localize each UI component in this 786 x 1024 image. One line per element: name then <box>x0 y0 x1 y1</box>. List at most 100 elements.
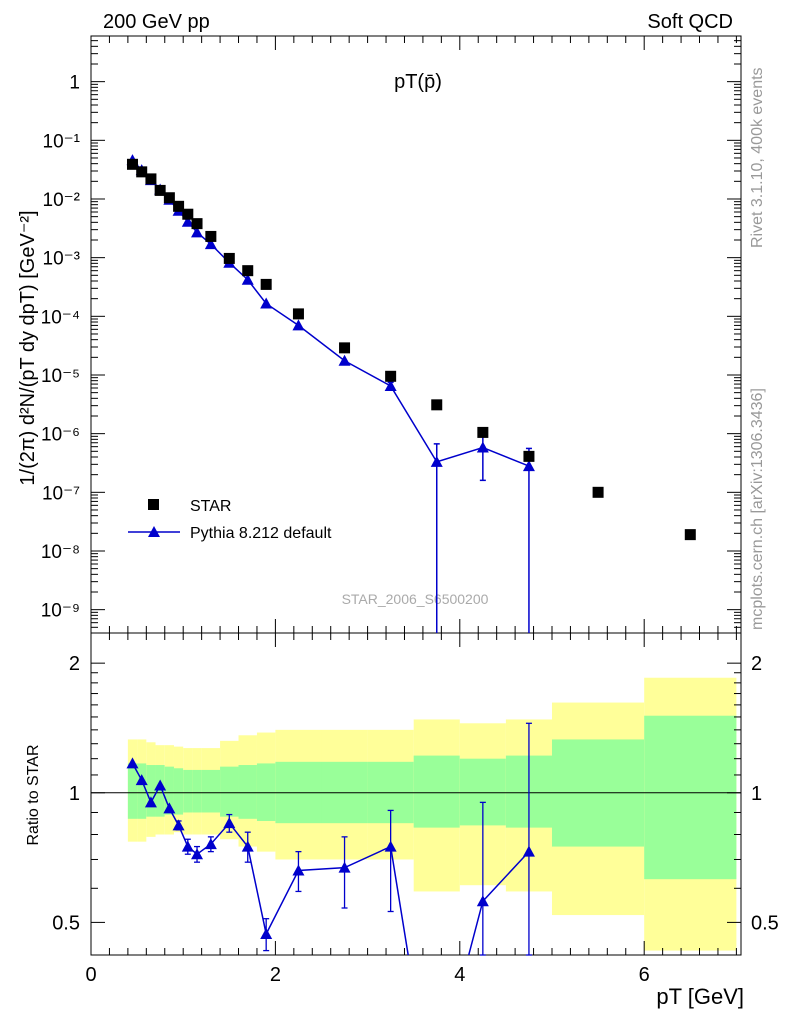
x-tick-label: 6 <box>639 964 650 986</box>
x-tick-label: 0 <box>85 964 96 986</box>
star-marker <box>592 486 604 498</box>
ratio-uncertainty-bands <box>127 677 737 951</box>
ratio-mc-marker <box>154 779 167 791</box>
y-axis-label-ratio: Ratio to STAR <box>25 744 42 845</box>
star-marker <box>684 529 696 541</box>
star-marker <box>523 450 535 462</box>
analysis-watermark: STAR_2006_S6500200 <box>342 591 489 607</box>
y-tick-label: 10⁻⁹ <box>41 601 80 622</box>
y-tick-label: 1 <box>69 73 80 94</box>
mc-marker <box>292 319 305 331</box>
legend-marker-star <box>148 499 159 510</box>
ratio-y-tick-label: 1 <box>69 783 80 805</box>
ratio-mc-marker <box>384 840 397 852</box>
ratio-mc-marker <box>144 796 157 808</box>
main-frame-rect <box>90 35 742 634</box>
band-inner-bin <box>183 769 193 813</box>
star-marker <box>136 166 148 178</box>
ratio-y-tick-label: 0.5 <box>52 912 80 934</box>
band-inner-bin <box>644 715 737 880</box>
star-marker <box>173 200 185 212</box>
star-marker <box>477 426 489 438</box>
x-axis-label: pT [GeV] <box>656 984 744 1009</box>
ratio-mc-marker <box>522 845 535 857</box>
band-inner-bin <box>220 766 239 817</box>
ratio-panel-frame <box>90 632 742 956</box>
star-marker <box>339 342 351 354</box>
ratio-y-tick-label: 2 <box>69 653 80 675</box>
mc-marker <box>241 273 254 285</box>
band-inner-bin <box>192 769 202 813</box>
ratio-mc-marker <box>172 819 185 831</box>
ratio-panel-series <box>126 722 535 956</box>
ratio-mc-marker <box>292 864 305 876</box>
mc-marker <box>384 379 397 391</box>
y-tick-label: 10⁻⁵ <box>41 366 80 387</box>
header-left: 200 GeV pp <box>103 11 210 33</box>
header-right: Soft QCD <box>647 11 733 33</box>
star-marker <box>385 370 397 382</box>
star-marker <box>431 399 443 411</box>
plot-title: pT(p̄) <box>394 71 442 93</box>
star-marker <box>242 265 254 277</box>
band-inner-bin <box>173 768 184 815</box>
ratio-mc-marker <box>223 817 236 829</box>
y-tick-label: 10⁻² <box>43 190 81 211</box>
mc-marker <box>191 226 204 238</box>
legend-marker-mc <box>148 526 160 537</box>
star-marker <box>182 208 194 220</box>
star-marker <box>154 184 166 196</box>
star-marker <box>163 192 175 204</box>
y-tick-label: 10⁻⁷ <box>42 483 80 504</box>
band-inner-bin <box>146 765 156 817</box>
band-inner-bin <box>155 765 165 817</box>
y-tick-label: 10⁻⁸ <box>41 542 80 563</box>
mc-marker <box>181 215 194 227</box>
ratio-mc-marker <box>260 927 273 939</box>
y-axis-label-main: 1/(2π) d²N/(pT dy dpT) [GeV⁻²] <box>17 210 39 485</box>
legend-label-mc: Pythia 8.212 default <box>190 525 332 542</box>
y-tick-label: 10⁻⁴ <box>41 307 80 328</box>
y-tick-label: 10⁻⁶ <box>41 425 80 446</box>
x-tick-label: 2 <box>270 964 281 986</box>
band-inner-bin <box>127 763 138 819</box>
mcplots-label: mcplots.cern.ch [arXiv:1306.3436] <box>749 388 766 630</box>
band-inner-bin <box>256 763 276 821</box>
ratio-mc-marker <box>338 861 351 873</box>
y-tick-label: 10⁻¹ <box>43 131 81 152</box>
ratio-mc-marker <box>191 848 204 860</box>
band-inner-bin <box>413 755 460 828</box>
y-tick-label: 10⁻³ <box>43 249 81 270</box>
legend-label-star: STAR <box>190 498 231 515</box>
star-marker <box>145 173 157 185</box>
star-marker <box>191 218 203 230</box>
ratio-y-tick-label-right: 0.5 <box>751 912 779 934</box>
x-tick-label: 4 <box>454 964 465 986</box>
ratio-mc-marker <box>126 757 139 769</box>
star-marker <box>205 230 217 242</box>
ratio-mc-marker <box>241 840 254 852</box>
ratio-mc-marker <box>135 774 148 786</box>
main-panel-series <box>126 154 696 633</box>
band-inner-bin <box>201 769 221 813</box>
band-inner-bin <box>164 766 174 815</box>
star-marker <box>126 158 138 170</box>
ratio-panel-ticks: 0 2 4 6 0.5 0.5 1 1 2 2 <box>52 633 779 986</box>
band-inner-bin <box>137 763 147 819</box>
star-marker <box>292 308 304 320</box>
band-inner-bin <box>238 765 257 819</box>
ratio-mc-marker <box>204 838 217 850</box>
rivet-label: Rivet 3.1.10, 400k events <box>749 67 766 248</box>
ratio-y-tick-label-right: 1 <box>751 783 762 805</box>
star-marker <box>223 252 235 264</box>
mc-marker <box>260 297 273 309</box>
star-marker <box>260 278 272 290</box>
mc-line <box>131 159 530 467</box>
main-panel-ticks: 1 10⁻¹ 10⁻² 10⁻³ 10⁻⁴ 10⁻⁵ 10⁻⁶ 10⁻⁷ 10⁻⁸ 10⁻⁹ <box>41 35 741 634</box>
ratio-mc-marker <box>476 895 489 907</box>
mc-marker <box>476 441 489 453</box>
mc-marker <box>430 455 443 467</box>
ratio-mc-marker <box>181 840 194 852</box>
ratio-mc-marker <box>163 802 176 814</box>
